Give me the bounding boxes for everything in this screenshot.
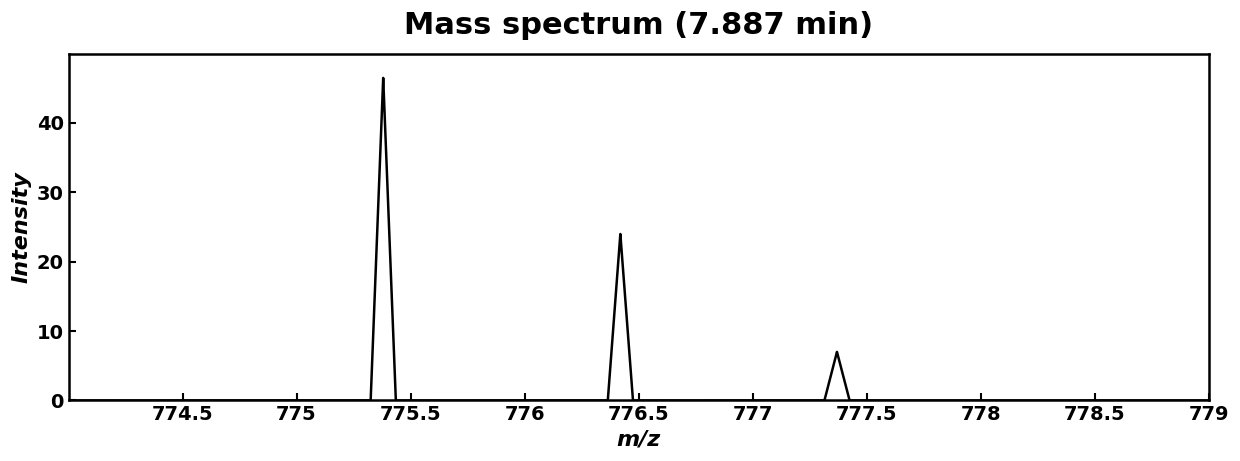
Title: Mass spectrum (7.887 min): Mass spectrum (7.887 min) bbox=[404, 11, 873, 40]
X-axis label: m/z: m/z bbox=[616, 430, 661, 450]
Y-axis label: Intensity: Intensity bbox=[11, 171, 31, 283]
